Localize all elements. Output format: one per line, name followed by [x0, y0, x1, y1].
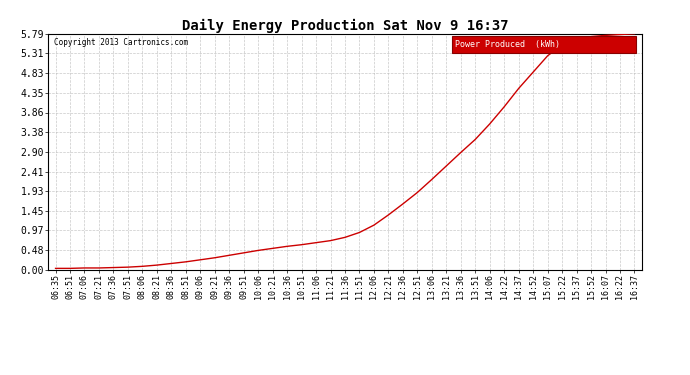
Text: Copyright 2013 Cartronics.com: Copyright 2013 Cartronics.com — [55, 39, 188, 48]
FancyBboxPatch shape — [452, 36, 635, 52]
Title: Daily Energy Production Sat Nov 9 16:37: Daily Energy Production Sat Nov 9 16:37 — [181, 18, 509, 33]
Text: Power Produced  (kWh): Power Produced (kWh) — [455, 40, 560, 49]
